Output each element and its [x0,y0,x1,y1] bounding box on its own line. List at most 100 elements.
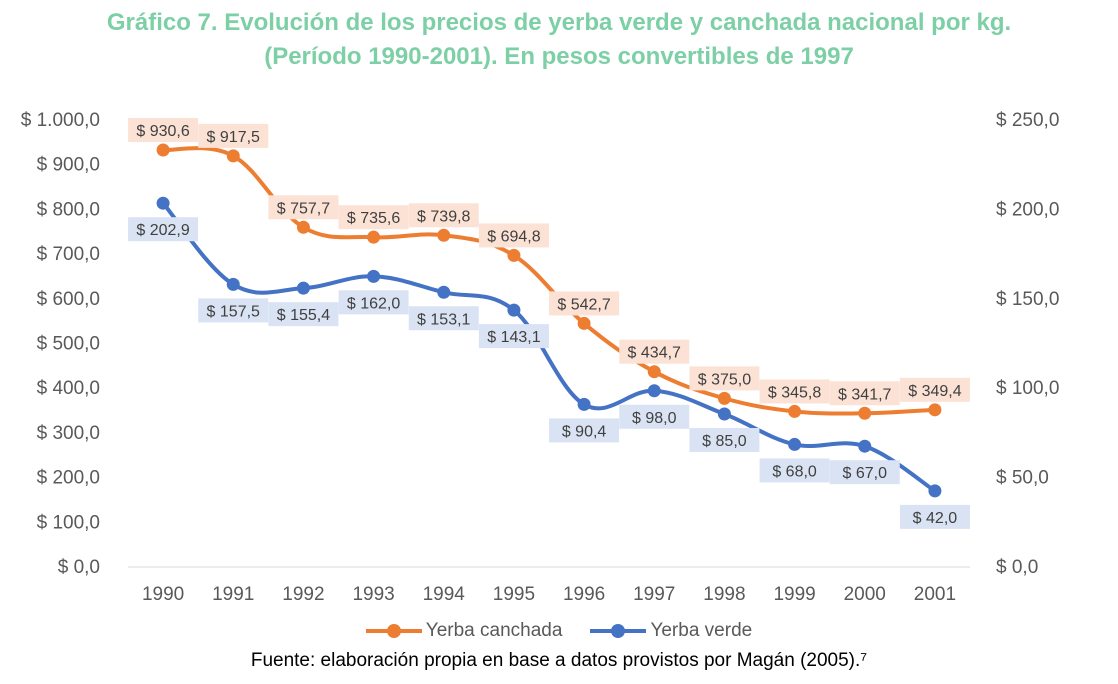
data-label-bg [128,217,199,242]
x-tick-label: 1990 [142,584,184,605]
data-point [717,407,731,421]
y-right-tick-label: $ 100,0 [996,378,1059,399]
data-label-bg [619,404,690,429]
data-label-bg [338,290,409,315]
data-point [507,248,521,262]
data-point [928,484,942,498]
data-label: $ 153,1 [417,311,470,328]
data-point [367,230,381,244]
data-point [507,303,521,317]
data-label: $ 375,0 [698,371,751,388]
data-label-bg [268,302,339,327]
data-point [437,228,451,242]
data-label-bg [198,123,269,148]
data-label: $ 143,1 [487,329,540,346]
data-label: $ 739,8 [417,208,470,225]
data-label-bg [619,339,690,364]
data-label: $ 90,4 [562,423,607,440]
y-left-tick-label: $ 500,0 [37,334,100,355]
data-point [156,143,170,157]
data-label: $ 542,7 [557,296,610,313]
x-tick-label: 1999 [773,584,815,605]
data-label-bg [198,298,269,323]
data-label-bg [549,291,620,316]
data-label-bg [128,118,199,143]
data-point [577,316,591,330]
data-label-bg [338,205,409,230]
series-line-yerba-canchada [162,146,936,416]
x-tick-label: 1997 [633,584,675,605]
data-label: $ 735,6 [347,210,400,227]
y-left-tick-label: $ 400,0 [37,378,100,399]
data-label: $ 930,6 [136,123,189,140]
data-point [858,439,872,453]
data-point [296,220,310,234]
x-tick-label: 2000 [844,584,886,605]
data-label: $ 157,5 [207,303,260,320]
data-point [226,277,240,291]
data-label-bg [549,418,620,443]
y-left-tick-label: $ 600,0 [37,289,100,310]
y-left-tick-label: $ 100,0 [37,512,100,533]
data-label: $ 68,0 [772,463,817,480]
x-tick-label: 1996 [563,584,605,605]
y-left-tick-label: $ 800,0 [37,199,100,220]
data-label: $ 694,8 [487,228,540,245]
y-left-tick-label: $ 900,0 [37,155,100,176]
data-label-bg [829,381,900,406]
chart-title-line-2: (Período 1990-2001). En pesos convertibl… [264,43,854,70]
data-point [647,365,661,379]
data-label: $ 67,0 [843,465,888,482]
data-label: $ 341,7 [838,386,891,403]
y-right-tick-label: $ 150,0 [996,289,1059,310]
data-point [577,397,591,411]
y-left-tick-label: $ 200,0 [37,468,100,489]
data-label-bg [268,195,339,220]
series-line-yerba-verde [161,201,937,493]
x-tick-label: 1992 [282,584,324,605]
data-label: $ 202,9 [136,222,189,239]
legend-item-yerba-verde: Yerba verde [590,620,752,642]
data-label: $ 42,0 [913,510,958,527]
data-label-bg [408,203,479,228]
x-tick-label: 1994 [423,584,466,605]
y-left-tick-label: $ 0,0 [58,557,100,578]
data-label: $ 155,4 [277,307,330,324]
data-label-bg [689,428,760,453]
chart-title-line-1: Gráfico 7. Evolución de los precios de y… [106,9,1012,36]
data-label-bg [408,306,479,331]
data-label-bg [759,458,830,483]
x-tick-label: 1998 [703,584,745,605]
data-point [928,403,942,417]
y-right-tick-label: $ 250,0 [996,110,1059,131]
data-label-bg [759,379,830,404]
data-point [437,285,451,299]
data-label: $ 917,5 [207,129,260,146]
data-label-bg [899,377,970,402]
data-label: $ 757,7 [277,200,330,217]
y-right-tick-label: $ 0,0 [996,557,1038,578]
data-label-bg [478,223,549,248]
data-label-bg [829,460,900,485]
data-label-bg [478,324,549,349]
x-tick-label: 1995 [493,584,535,605]
data-point [296,281,310,295]
y-right-tick-label: $ 200,0 [996,199,1059,220]
y-left-tick-label: $ 1.000,0 [21,110,100,131]
data-point [226,149,240,163]
data-label: $ 345,8 [768,384,821,401]
legend-swatch-yerba-verde [590,621,647,641]
legend-item-yerba-canchada: Yerba canchada [365,620,562,642]
data-label: $ 434,7 [628,345,681,362]
data-label: $ 349,4 [908,383,961,400]
data-point [788,404,802,418]
source-note: Fuente: elaboración propia en base a dat… [250,650,868,671]
data-point [367,269,381,283]
y-left-tick-label: $ 700,0 [37,244,100,265]
y-left-tick-label: $ 300,0 [37,423,100,444]
chart-title: Gráfico 7. Evolución de los precios de y… [0,6,1118,74]
data-point [717,391,731,405]
data-label: $ 85,0 [702,433,747,450]
x-tick-label: 1991 [212,584,254,605]
